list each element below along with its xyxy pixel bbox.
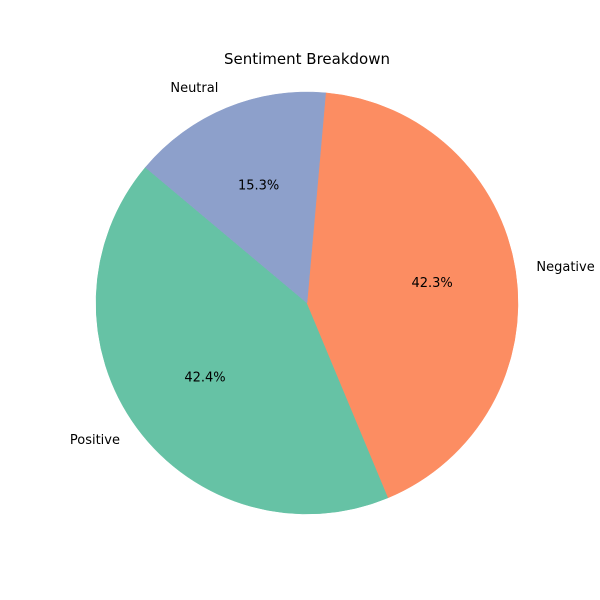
chart-title: Sentiment Breakdown bbox=[224, 50, 390, 68]
pie-label-neutral: Neutral bbox=[170, 81, 218, 96]
pie-percent-negative: 42.3% bbox=[411, 276, 452, 291]
pie-label-positive: Positive bbox=[70, 433, 120, 448]
pie-labels: Positive 42.4% Negative 42.3% Neutral 15.3% bbox=[70, 81, 595, 448]
pie-percent-neutral: 15.3% bbox=[238, 179, 279, 194]
pie-label-negative: Negative bbox=[536, 260, 594, 275]
pie-slice-negative bbox=[306, 92, 519, 499]
pie-slices bbox=[95, 91, 519, 515]
pie-slice-neutral bbox=[145, 91, 326, 304]
pie-percent-positive: 42.4% bbox=[184, 370, 225, 385]
pie-slice-positive bbox=[95, 167, 389, 515]
